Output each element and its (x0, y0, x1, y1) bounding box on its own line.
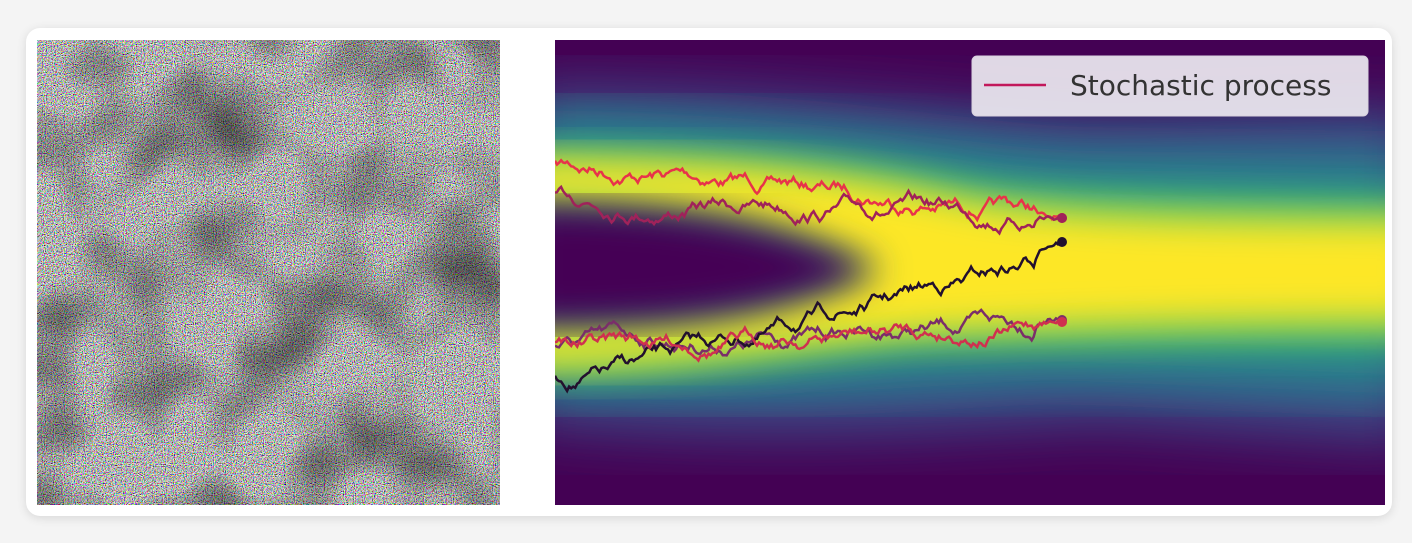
legend-label: Stochastic process (1070, 69, 1331, 102)
process-endpoint (1057, 213, 1067, 223)
process-endpoint (1057, 237, 1067, 247)
legend: Stochastic process (972, 56, 1368, 116)
illustration: Stochastic process (0, 0, 1412, 543)
process-endpoint (1057, 317, 1067, 327)
noisy-image (37, 40, 500, 505)
page: Stochastic process (() => { const data =… (0, 0, 1412, 543)
